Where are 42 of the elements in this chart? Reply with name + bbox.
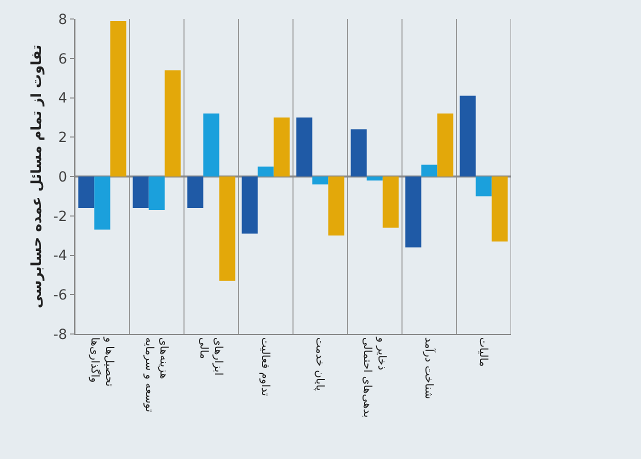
y-tick-label: 6: [58, 51, 68, 68]
x-tick-label: شناخت درآمد: [422, 337, 437, 400]
y-tick-label: -6: [53, 288, 68, 304]
y-axis-title: تفاوت از تمام مسائل عمده حسابرسی: [28, 44, 45, 308]
y-tick-label: -2: [53, 208, 68, 225]
x-tick-label: تداوم فعالیت: [259, 337, 272, 396]
y-tick-label: 8: [58, 12, 68, 28]
bar: [148, 176, 165, 210]
bar: [78, 176, 94, 208]
x-tick-label: تحصیل‌ها و واگذاری‌ها: [88, 336, 116, 387]
bar: [460, 96, 476, 176]
bar: [164, 70, 181, 176]
bar: [187, 176, 204, 208]
bar: [476, 176, 492, 196]
x-tick-label: ذخایر و بدهی‌های احتمالی: [361, 336, 388, 418]
y-tick-label: 4: [58, 90, 68, 107]
y-tick-label: -8: [53, 326, 68, 343]
bar: [296, 117, 312, 176]
bar: [312, 176, 328, 184]
bar: [258, 166, 274, 176]
bar: [421, 164, 438, 176]
bar: [110, 20, 126, 176]
bar: [366, 176, 383, 180]
bar: [405, 176, 422, 248]
bar: [492, 176, 508, 242]
x-tick-label: ابزارهای مالی: [198, 337, 225, 376]
bar: [382, 176, 399, 228]
y-tick-label: -4: [53, 248, 68, 264]
x-tick-label: مالیات: [477, 337, 490, 367]
y-tick-label: 2: [58, 130, 68, 146]
bar: [203, 114, 220, 176]
bar: [328, 176, 344, 236]
bar: [94, 176, 110, 230]
bar: [242, 176, 258, 234]
bar: [274, 117, 290, 176]
bar: [219, 176, 236, 281]
bar: [132, 176, 149, 208]
x-tick-label: پایان خدمت: [314, 337, 327, 391]
bar: [350, 129, 367, 176]
bar: [437, 114, 454, 176]
y-tick-label: 0: [58, 169, 68, 186]
x-tick-label: هزینه‌های توسعه و سرمایه: [143, 337, 170, 412]
